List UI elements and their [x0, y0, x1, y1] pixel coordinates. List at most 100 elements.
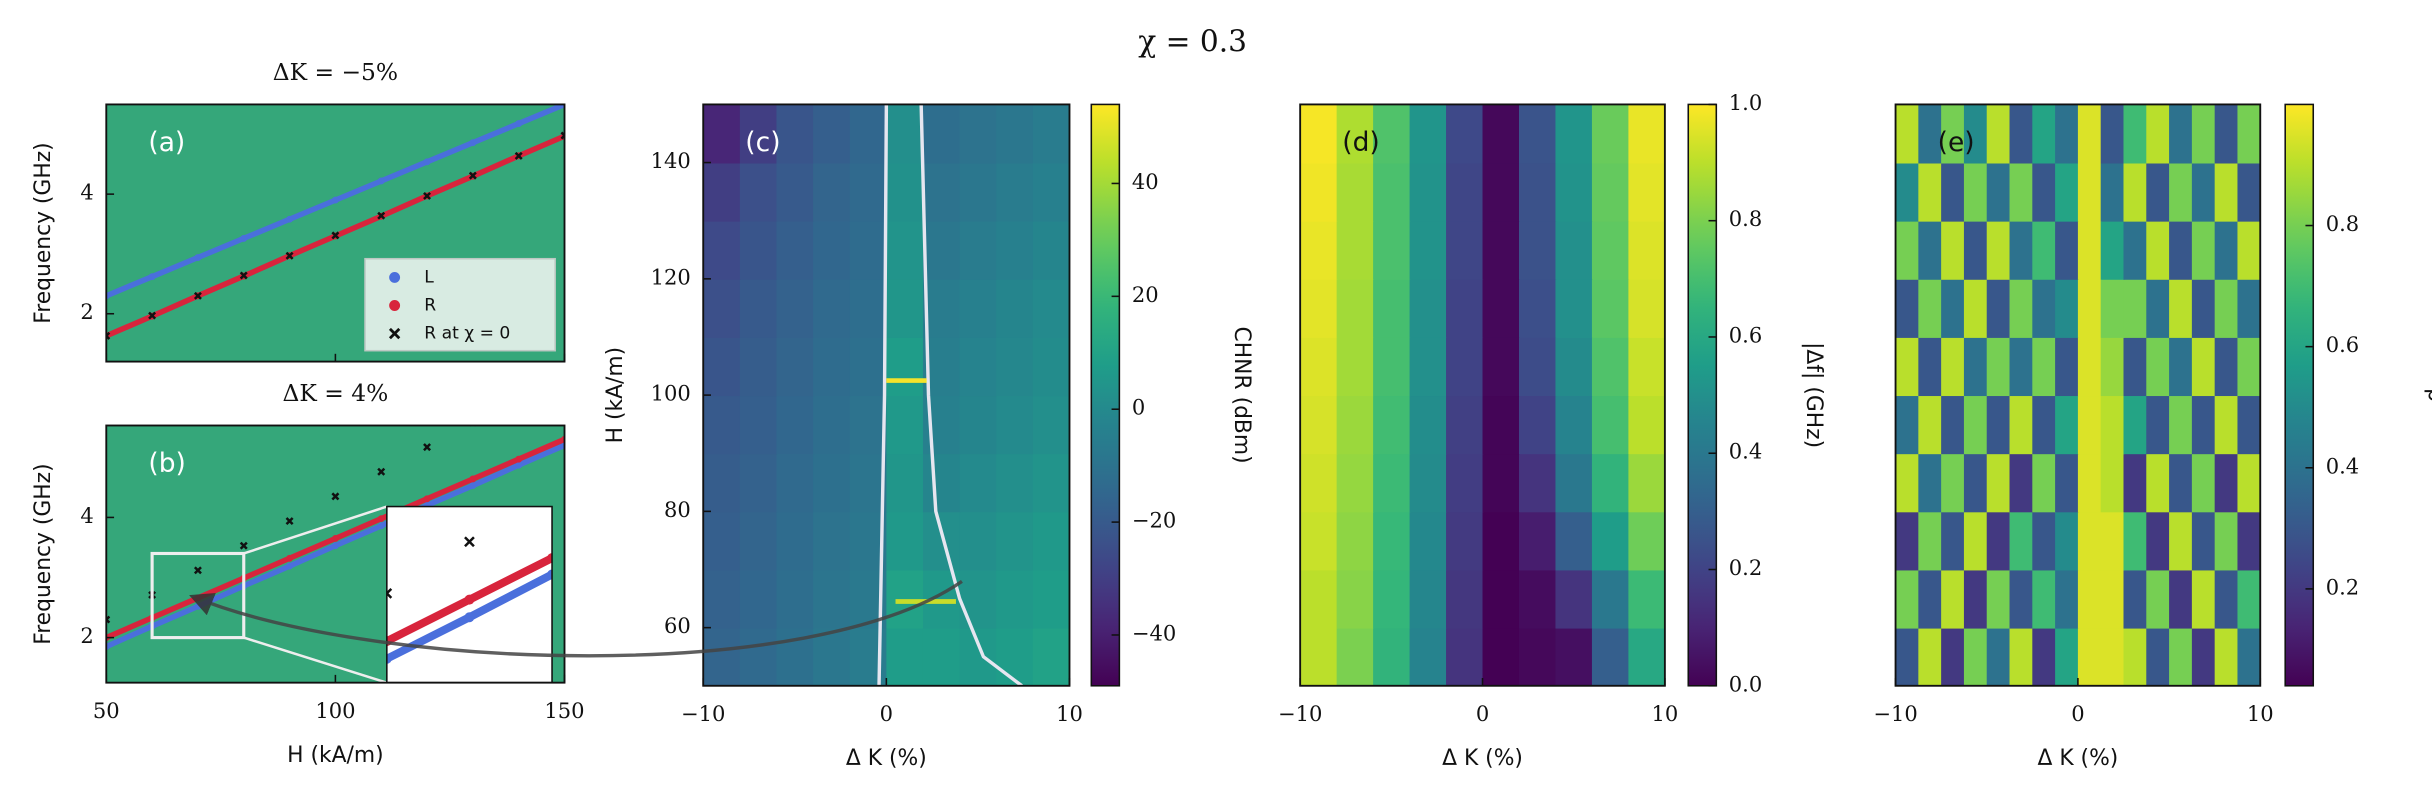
heat-cell	[2191, 569, 2216, 629]
marker	[194, 254, 202, 261]
marker	[515, 461, 523, 469]
heat-cell	[1032, 162, 1070, 222]
marker	[106, 331, 111, 340]
heat-cell	[922, 220, 961, 280]
heat-cell	[1591, 511, 1630, 571]
heat-cell	[776, 220, 815, 280]
heat-cell	[2169, 336, 2193, 397]
heat-cell	[1482, 395, 1520, 455]
panel-label: (a)	[148, 127, 185, 158]
heat-cell	[2214, 627, 2239, 686]
heat-cell	[1963, 278, 1988, 338]
marker	[515, 455, 523, 463]
heat-cell	[2055, 104, 2079, 164]
heat-cell	[1336, 220, 1375, 280]
heat-cell	[1963, 336, 1988, 397]
marker	[331, 196, 339, 204]
heat-cell	[1628, 627, 1665, 686]
panel-label: (b)	[148, 448, 185, 479]
heat-cell	[2077, 395, 2102, 455]
heat-cell	[959, 511, 998, 571]
heat-cell	[886, 220, 924, 280]
heat-cell	[1963, 395, 1988, 455]
heat-cell	[703, 336, 741, 397]
arrow	[189, 579, 963, 658]
heat-cell	[1032, 395, 1070, 455]
heat-cell	[1518, 395, 1557, 455]
heat-cell	[1446, 336, 1484, 397]
heat-cell	[2146, 627, 2171, 686]
heat-cell	[1918, 511, 1943, 571]
heat-cell	[922, 162, 961, 222]
marker	[423, 158, 431, 166]
heat-cell	[1482, 162, 1520, 222]
heat-cell	[703, 511, 741, 571]
heat-cell	[2032, 511, 2057, 571]
heat-cell	[2055, 162, 2079, 222]
heat-cell	[886, 395, 924, 455]
heat-cell	[2214, 336, 2239, 397]
heat-cell	[2237, 278, 2261, 338]
marker	[377, 515, 385, 523]
heat-cell	[1986, 511, 2011, 571]
heat-cell	[1300, 336, 1338, 397]
heat-cell	[1895, 453, 1920, 513]
heat-cell	[922, 278, 961, 338]
heat-cell	[1941, 453, 1965, 513]
marker	[286, 215, 294, 223]
heat-cell	[813, 162, 851, 222]
heat-cell	[1963, 220, 1988, 280]
heat-cell	[1409, 395, 1447, 455]
heat-cell	[2055, 569, 2079, 629]
marker	[630, 434, 639, 443]
heat-cell	[2009, 453, 2034, 513]
marker	[423, 495, 431, 503]
heat-cell	[2237, 104, 2261, 164]
heat-cell	[2146, 162, 2171, 222]
heat-cell	[1446, 453, 1484, 513]
marker	[464, 536, 475, 548]
heat-cell	[2100, 511, 2125, 571]
marker	[630, 512, 640, 522]
heat-cell	[2191, 220, 2216, 280]
heat-cell	[2123, 627, 2148, 686]
heat-cell	[2146, 395, 2171, 455]
heat-cell	[1941, 278, 1965, 338]
heat-cell	[1300, 278, 1338, 338]
marker	[331, 231, 340, 240]
panel-label: (e)	[1938, 127, 1975, 158]
marker	[469, 482, 477, 490]
heat-cell	[1986, 569, 2011, 629]
heat-cell	[1336, 104, 1375, 164]
heat-cell	[1336, 453, 1375, 513]
heat-cell	[849, 278, 888, 338]
colorbar-tick-label: 1.0	[1729, 90, 1762, 115]
heat-cell	[2237, 336, 2261, 397]
heat-cell	[813, 511, 851, 571]
heat-cell	[1032, 569, 1070, 629]
heat-cell	[886, 336, 924, 397]
heat-cell	[1986, 104, 2011, 164]
heat-cell	[1518, 453, 1557, 513]
heat-cell	[886, 104, 924, 164]
heat-cell	[1963, 162, 1988, 222]
heat-cell	[2169, 278, 2193, 338]
heat-cell	[1482, 104, 1520, 164]
heat-cell	[959, 162, 998, 222]
heat-cell	[1336, 162, 1375, 222]
heat-cell	[1918, 162, 1943, 222]
heat-cell	[1986, 336, 2011, 397]
x-tick-label: −10	[681, 701, 725, 726]
heat-cell	[1591, 162, 1630, 222]
marker	[106, 615, 111, 624]
heat-cell	[2032, 336, 2057, 397]
heat-cell	[1409, 511, 1447, 571]
heat-cell	[2214, 453, 2239, 513]
heat-cell	[1986, 220, 2011, 280]
heat-cell	[1895, 627, 1920, 686]
heat-cell	[1628, 104, 1665, 164]
heat-cell	[1300, 104, 1338, 164]
heat-cell	[1555, 627, 1593, 686]
series-line	[386, 553, 553, 646]
heat-cell	[2123, 220, 2148, 280]
